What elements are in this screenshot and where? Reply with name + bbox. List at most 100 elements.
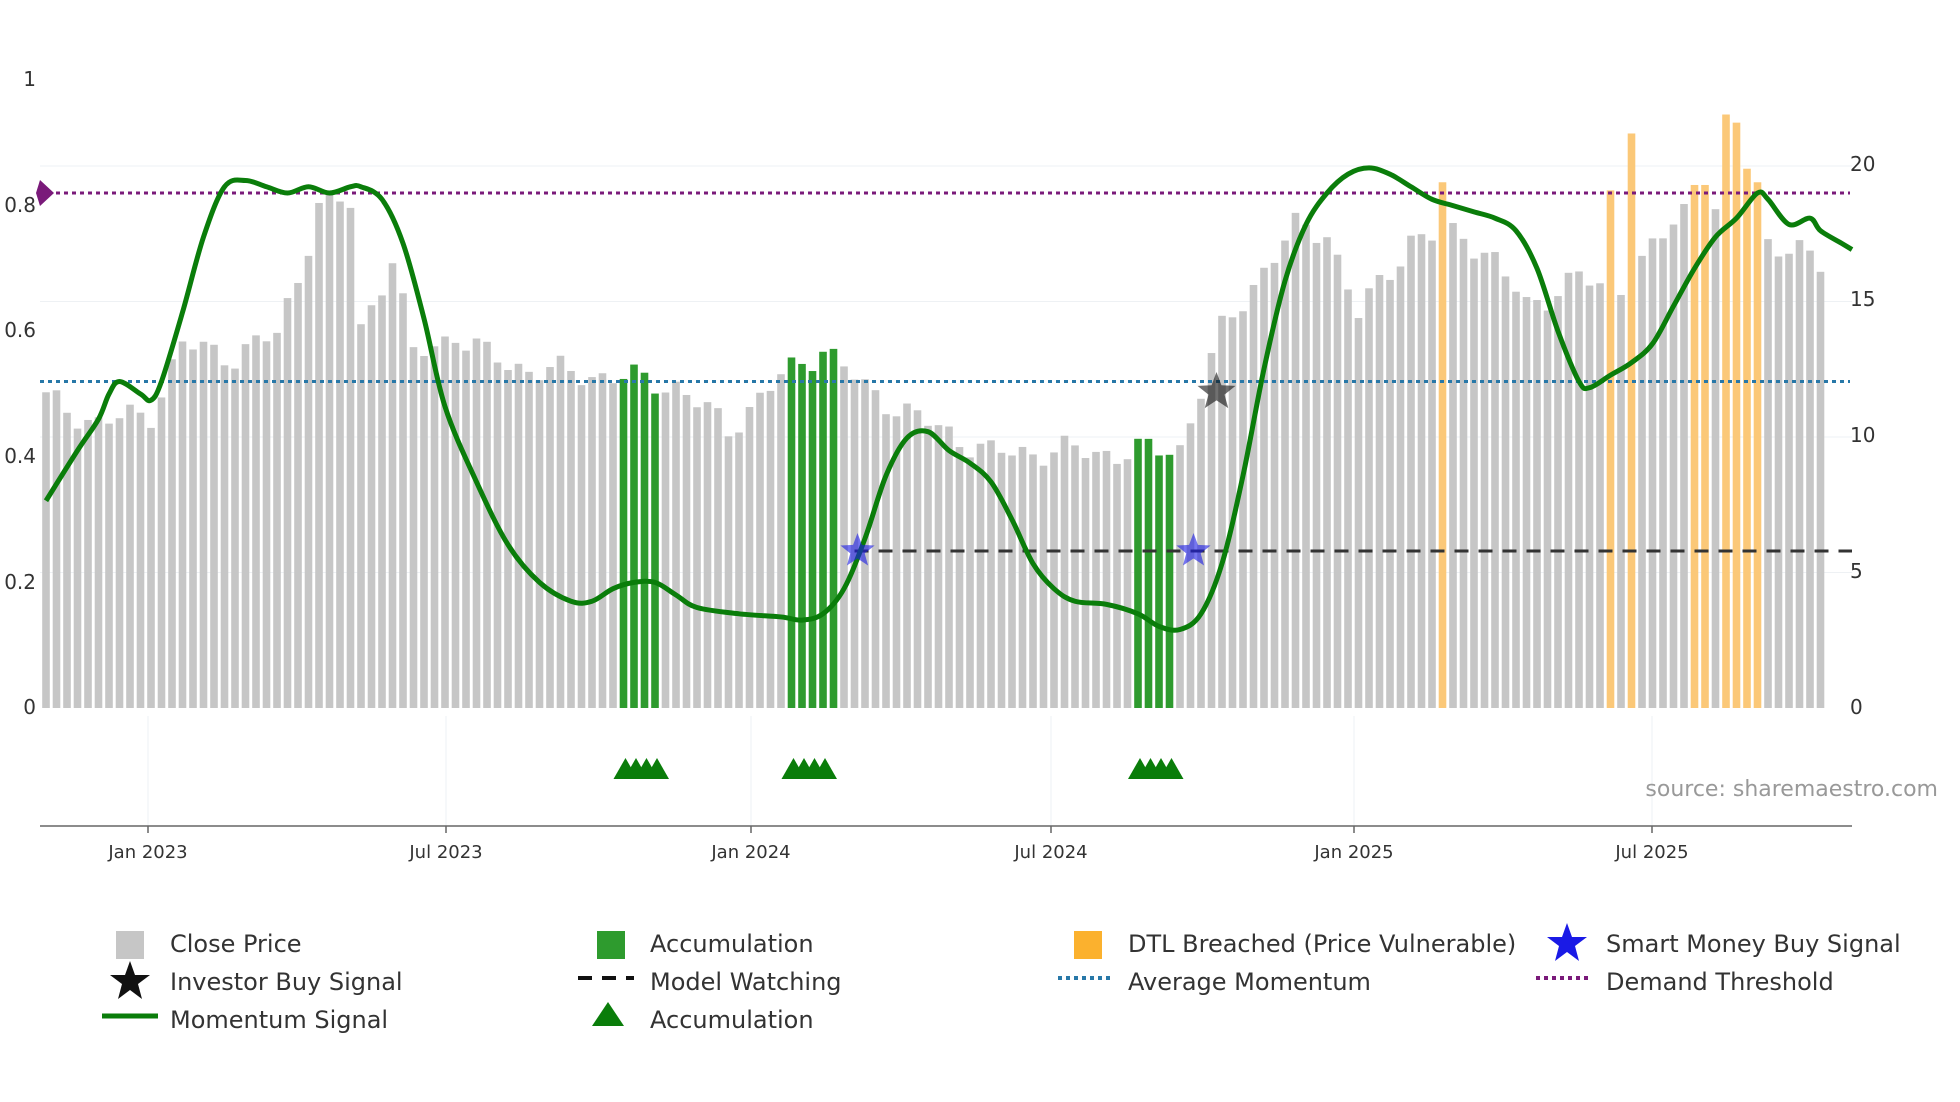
- close-price-bar: [777, 374, 785, 708]
- close-price-bar: [546, 367, 554, 708]
- series-lines: [40, 165, 1854, 633]
- close-price-bar: [1029, 454, 1037, 708]
- close-price-bar: [210, 344, 218, 708]
- close-price-bar: [1102, 450, 1111, 708]
- close-price-bar: [42, 392, 50, 708]
- smart-money-star-icon: [1547, 923, 1587, 961]
- close-price-bar: [567, 370, 575, 708]
- close-price-bar: [882, 414, 890, 708]
- close-price-bar: [189, 349, 197, 708]
- close-price-bar: [336, 201, 344, 709]
- close-price-bar: [1239, 311, 1247, 708]
- axes: [40, 825, 1852, 833]
- close-price-bar: [1407, 235, 1415, 709]
- close-price-bar: [105, 423, 113, 708]
- close-price-bar: [430, 346, 439, 708]
- x-tick-label: Jan 2025: [1313, 842, 1393, 863]
- close-price-bar: [1512, 291, 1520, 708]
- close-price-bar: [84, 419, 92, 708]
- close-price-bar: [1249, 284, 1258, 708]
- price-bars: [42, 114, 1825, 709]
- accumulation-bar: [819, 351, 827, 708]
- left-tick-label: 0: [23, 695, 36, 719]
- close-price-bar: [220, 365, 229, 708]
- signal-markers: [36, 180, 1236, 779]
- close-price-bar: [1260, 267, 1268, 708]
- close-price-bar: [577, 385, 586, 708]
- close-price-bar: [1449, 223, 1457, 709]
- close-price-bar: [966, 457, 974, 708]
- close-price-bar: [1648, 238, 1657, 708]
- close-price-bar: [1039, 465, 1048, 708]
- dtl-breached-bar: [1606, 190, 1615, 708]
- close-price-bar: [1302, 224, 1310, 708]
- legend-close-price: Close Price: [170, 930, 302, 958]
- dtl-breached-bar: [1722, 114, 1730, 708]
- close-price-bar: [1050, 452, 1058, 708]
- accumulation-triangle-icon: [592, 1002, 624, 1026]
- left-tick-label: 0.2: [4, 570, 36, 594]
- dtl-breached-bar: [1690, 184, 1699, 709]
- accumulation-bar: [1155, 455, 1163, 708]
- close-price-bar: [315, 202, 323, 708]
- right-tick-label: 20: [1850, 152, 1875, 176]
- close-price-bar: [1281, 240, 1289, 708]
- close-price-bar: [367, 305, 376, 708]
- x-tick-label: Jan 2023: [107, 842, 187, 863]
- close-price-bar: [126, 404, 134, 708]
- close-price-bar: [472, 338, 481, 708]
- accumulation-bar: [619, 378, 628, 708]
- momentum-line-icon: [102, 1013, 158, 1019]
- average-momentum-dot-icon: [1058, 976, 1114, 980]
- close-price-bar: [1554, 296, 1562, 708]
- close-price-bar: [346, 207, 355, 708]
- legend-momentum-signal: Momentum Signal: [170, 1006, 389, 1034]
- close-price-bar: [1774, 256, 1783, 708]
- close-price-bar: [1270, 262, 1279, 708]
- close-price-bar: [1218, 315, 1226, 708]
- close-price-bar: [525, 371, 533, 708]
- smart-money-buy-marker: [840, 533, 875, 566]
- close-price-bar: [493, 362, 502, 708]
- close-price-bar: [199, 341, 208, 708]
- legend-dtl-breached: DTL Breached (Price Vulnerable): [1128, 930, 1517, 958]
- accumulation-bar: [640, 372, 649, 708]
- demand-threshold-marker: [36, 180, 54, 207]
- dtl-breached-bar: [1743, 168, 1751, 708]
- close-price-bar: [241, 344, 250, 708]
- accumulation-bar: [630, 364, 638, 708]
- close-price-bar: [1113, 463, 1121, 708]
- close-price-bar: [756, 392, 764, 708]
- close-price-bar: [945, 426, 953, 708]
- close-price-bar: [283, 298, 292, 708]
- close-price-bar: [231, 368, 239, 708]
- investor-star-icon: [110, 961, 150, 999]
- close-price-bar: [1018, 446, 1027, 708]
- close-price-bar: [94, 417, 103, 708]
- dtl-breached-bar: [1627, 133, 1636, 709]
- close-price-bar: [1092, 451, 1100, 708]
- close-price-bar: [556, 355, 565, 708]
- close-price-bar: [63, 412, 71, 708]
- close-price-bar: [357, 324, 365, 708]
- accumulation-bar: [1134, 438, 1142, 708]
- close-price-bar: [724, 436, 733, 708]
- close-price-bar: [1071, 445, 1079, 708]
- close-price-bar: [1501, 276, 1510, 708]
- close-price-bar: [903, 403, 911, 708]
- legend-accumulation-bar: Accumulation: [650, 930, 814, 958]
- close-price-bar: [1806, 250, 1814, 708]
- accumulation-bar: [808, 371, 817, 708]
- close-price-bar: [1344, 289, 1352, 708]
- close-price-bar: [1669, 224, 1678, 708]
- investor-buy-marker: [1197, 372, 1236, 409]
- close-price-bar: [1543, 310, 1552, 708]
- close-price-bar: [976, 443, 985, 708]
- close-price-bar: [1638, 255, 1646, 709]
- accumulation-bar: [1144, 438, 1153, 708]
- accumulation-bar: [1165, 454, 1174, 708]
- left-tick-label: 1: [23, 67, 36, 91]
- close-price-bar: [1659, 238, 1667, 708]
- close-price-bar: [168, 359, 176, 708]
- close-price-bar: [451, 342, 460, 708]
